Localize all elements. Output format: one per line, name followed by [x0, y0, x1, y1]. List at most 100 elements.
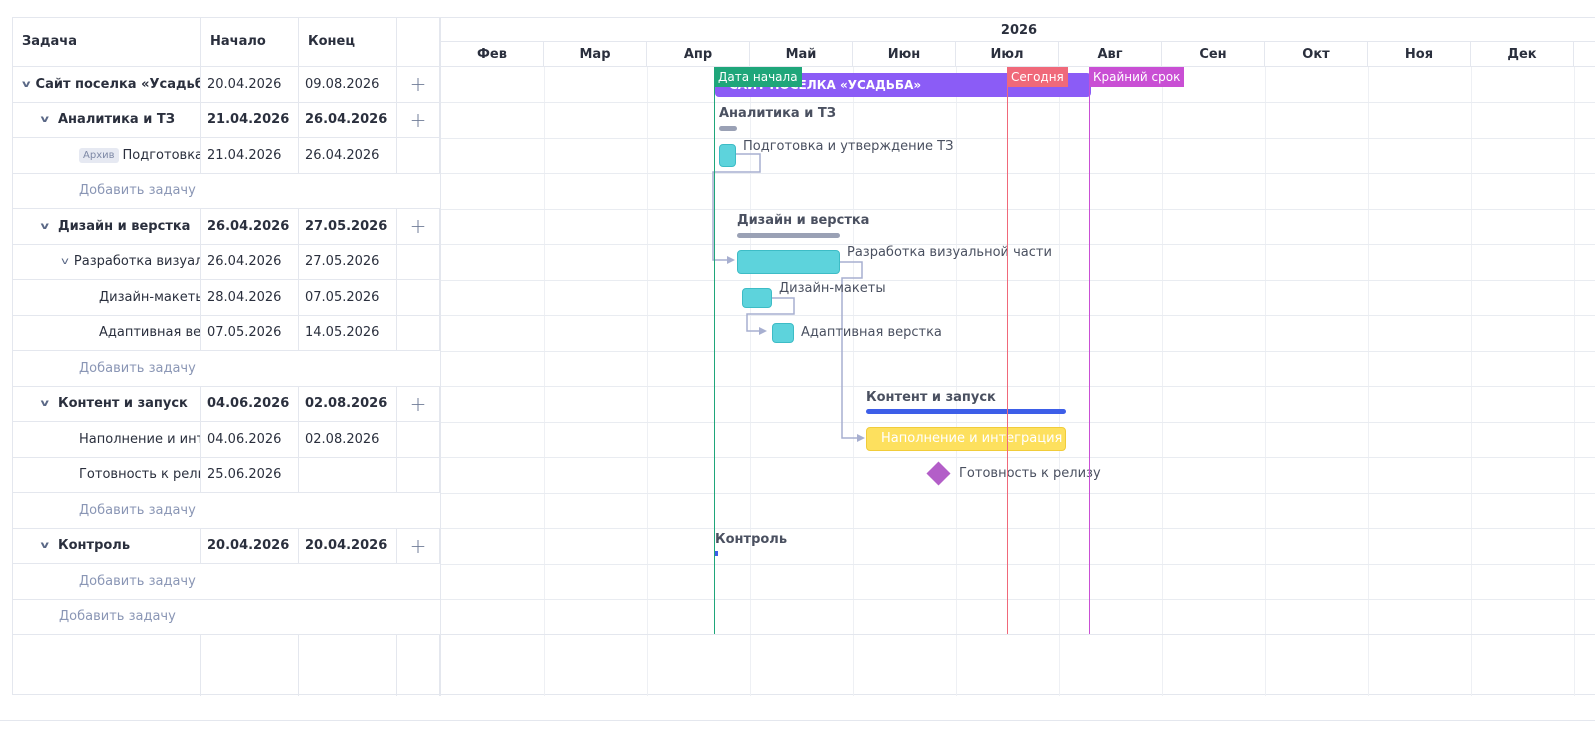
- task-name[interactable]: Готовность к релизу: [79, 467, 200, 483]
- plus-icon[interactable]: +: [409, 72, 427, 97]
- table-row[interactable]: Готовность к релизу 25.06.2026: [13, 457, 440, 493]
- chevron-down-icon[interactable]: v: [22, 78, 31, 90]
- link-mockups-to-adaptive[interactable]: [746, 297, 795, 332]
- archive-badge: Архив: [79, 147, 119, 163]
- end-date[interactable]: 26.04.2026: [299, 138, 397, 173]
- table-row[interactable]: Адаптивная верстка 07.05.2026 14.05.2026: [13, 315, 440, 351]
- add-task-link[interactable]: Добавить задачу: [79, 183, 196, 199]
- summary-bar-analytics[interactable]: [719, 126, 737, 131]
- gridline: [1265, 67, 1266, 696]
- month-header: [1574, 42, 1595, 67]
- task-name[interactable]: Наполнение и интеграция: [79, 431, 200, 447]
- chevron-down-icon[interactable]: v: [61, 256, 69, 268]
- end-date[interactable]: 26.04.2026: [299, 102, 397, 137]
- month-header: Дек: [1471, 42, 1574, 67]
- column-header-end[interactable]: Конец: [299, 18, 397, 67]
- chevron-down-icon[interactable]: v: [40, 220, 49, 232]
- table-row[interactable]: v Контент и запуск 04.06.2026 02.08.2026 …: [13, 386, 440, 422]
- month-header: Сен: [1162, 42, 1265, 67]
- end-date[interactable]: 14.05.2026: [299, 315, 397, 350]
- end-date[interactable]: 27.05.2026: [299, 209, 397, 244]
- start-date[interactable]: 26.04.2026: [201, 244, 299, 279]
- plus-icon[interactable]: +: [409, 214, 427, 239]
- month-header: Июл: [956, 42, 1059, 67]
- plus-icon[interactable]: +: [409, 533, 427, 558]
- chevron-down-icon[interactable]: v: [40, 540, 49, 552]
- table-row[interactable]: v Контроль 20.04.2026 20.04.2026 +: [13, 528, 440, 564]
- start-date[interactable]: 20.04.2026: [201, 67, 299, 102]
- start-date[interactable]: 21.04.2026: [201, 102, 299, 137]
- add-task-link[interactable]: Добавить задачу: [79, 360, 196, 376]
- add-task-link[interactable]: Добавить задачу: [59, 609, 176, 625]
- add-task-link[interactable]: Добавить задачу: [79, 502, 196, 518]
- end-date[interactable]: 07.05.2026: [299, 280, 397, 315]
- start-date[interactable]: 26.04.2026: [201, 209, 299, 244]
- summary-bar-content[interactable]: [866, 409, 1066, 414]
- task-bar-mockups[interactable]: [742, 288, 772, 308]
- task-name[interactable]: Контент и запуск: [58, 396, 188, 412]
- plus-icon[interactable]: +: [409, 107, 427, 132]
- grid-filler: [13, 634, 201, 696]
- table-row[interactable]: Дизайн-макеты 28.04.2026 07.05.2026: [13, 280, 440, 316]
- task-bar-tz[interactable]: [719, 144, 736, 167]
- grid-filler: [397, 634, 440, 696]
- table-row[interactable]: Наполнение и интеграция 04.06.2026 02.08…: [13, 422, 440, 458]
- start-marker-label[interactable]: Дата начала: [714, 67, 802, 87]
- row-line: [441, 634, 1595, 635]
- gridline: [956, 67, 957, 696]
- deadline-marker-label[interactable]: Крайний срок: [1089, 67, 1185, 87]
- task-name[interactable]: Дизайн и верстка: [58, 218, 191, 234]
- row-line: [441, 173, 1595, 174]
- bar-label: Адаптивная верстка: [801, 325, 942, 340]
- chevron-down-icon[interactable]: v: [40, 114, 49, 126]
- task-name[interactable]: Аналитика и ТЗ: [58, 112, 175, 128]
- month-header: Фев: [441, 42, 544, 67]
- table-row[interactable]: v Дизайн и верстка 26.04.2026 27.05.2026 …: [13, 209, 440, 245]
- start-date[interactable]: 20.04.2026: [201, 528, 299, 563]
- end-date[interactable]: 02.08.2026: [299, 422, 397, 457]
- summary-bar-control[interactable]: [715, 551, 718, 556]
- bar-label: Контент и запуск: [866, 390, 996, 405]
- end-date[interactable]: [299, 457, 397, 492]
- start-date[interactable]: 04.06.2026: [201, 422, 299, 457]
- link-visual-to-filling[interactable]: [839, 261, 863, 439]
- start-date[interactable]: 04.06.2026: [201, 386, 299, 421]
- link-tz-to-visual[interactable]: [712, 153, 761, 261]
- add-task-row: Добавить задачу: [13, 493, 440, 529]
- add-task-link[interactable]: Добавить задачу: [79, 573, 196, 589]
- plus-icon[interactable]: +: [409, 391, 427, 416]
- start-date[interactable]: 25.06.2026: [201, 457, 299, 492]
- table-row[interactable]: v Аналитика и ТЗ 21.04.2026 26.04.2026 +: [13, 102, 440, 138]
- column-header-task[interactable]: Задача: [13, 18, 201, 67]
- task-name[interactable]: Дизайн-макеты: [99, 289, 201, 305]
- task-grid: Задача Начало Конец v Сайт поселка «Усадь…: [13, 18, 440, 696]
- end-date[interactable]: 02.08.2026: [299, 386, 397, 421]
- end-date[interactable]: 20.04.2026: [299, 528, 397, 563]
- start-date[interactable]: 28.04.2026: [201, 280, 299, 315]
- start-date[interactable]: 07.05.2026: [201, 315, 299, 350]
- task-name[interactable]: Контроль: [58, 538, 131, 554]
- task-bar-adaptive[interactable]: [772, 323, 794, 343]
- task-bar-filling[interactable]: Наполнение и интеграция: [866, 427, 1066, 451]
- task-name[interactable]: Адаптивная верстка: [99, 325, 201, 341]
- column-header-start[interactable]: Начало: [201, 18, 299, 67]
- end-date[interactable]: 09.08.2026: [299, 67, 397, 102]
- start-date[interactable]: 21.04.2026: [201, 138, 299, 173]
- chevron-down-icon[interactable]: v: [40, 398, 49, 410]
- today-marker-label[interactable]: Сегодня: [1007, 67, 1068, 87]
- summary-bar-design[interactable]: [737, 233, 840, 238]
- dependency-links: [712, 153, 865, 442]
- gantt-container: Задача Начало Конец v Сайт поселка «Усадь…: [12, 17, 1595, 696]
- start-marker-line: [714, 67, 715, 634]
- add-task-row: Добавить задачу: [13, 564, 440, 600]
- task-name[interactable]: Разработка визуальной части: [73, 254, 200, 270]
- end-date[interactable]: 27.05.2026: [299, 244, 397, 279]
- task-name[interactable]: Сайт поселка «Усадьба»: [35, 76, 200, 92]
- task-bar-visual[interactable]: [737, 250, 840, 274]
- task-name[interactable]: Подготовка и утверждение ТЗ: [122, 147, 201, 163]
- table-row[interactable]: v Сайт поселка «Усадьба» 20.04.2026 09.08…: [13, 67, 440, 103]
- today-marker-line: [1007, 67, 1008, 634]
- row-line: [441, 386, 1595, 387]
